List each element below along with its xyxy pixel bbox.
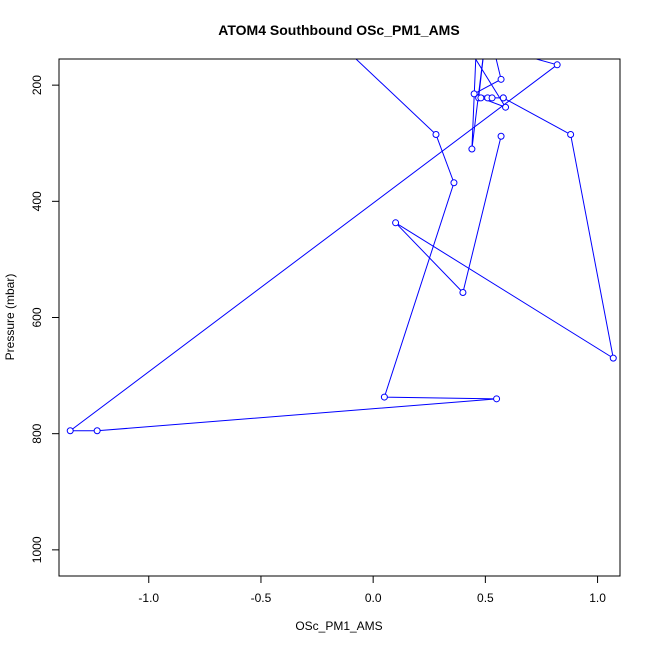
data-point: [66, 427, 74, 435]
data-point: [482, 36, 488, 42]
plot-frame: [58, 58, 621, 577]
data-point: [468, 145, 476, 153]
y-tick-label: 200: [30, 75, 44, 95]
data-point: [567, 131, 575, 139]
data-point: [450, 179, 458, 187]
x-tick-label: -0.5: [251, 591, 272, 605]
data-point: [380, 393, 388, 401]
y-tick-label: 800: [30, 423, 44, 443]
chart-title: ATOM4 Southbound OSc_PM1_AMS: [218, 22, 459, 38]
y-axis-label: Pressure (mbar): [3, 274, 17, 361]
data-point: [473, 41, 479, 47]
data-point: [477, 94, 485, 102]
data-point: [499, 94, 507, 102]
data-point: [93, 427, 101, 435]
data-point: [392, 219, 400, 227]
x-tick-label: 0.0: [365, 591, 382, 605]
data-point: [502, 103, 510, 111]
data-point: [488, 94, 496, 102]
data-point: [470, 90, 478, 98]
data-point: [432, 131, 440, 139]
data-point: [553, 61, 561, 69]
y-tick-label: 1000: [30, 536, 44, 563]
data-point: [487, 30, 493, 36]
data-point: [497, 132, 505, 140]
data-point: [497, 75, 505, 83]
x-axis-label: OSc_PM1_AMS: [295, 619, 382, 633]
data-point: [460, 36, 466, 42]
y-axis: 200 400 600 800 1000: [30, 75, 60, 563]
y-tick-label: 600: [30, 307, 44, 327]
data-point: [459, 289, 467, 297]
series-line: [68, 59, 614, 432]
data-point: [609, 354, 617, 362]
data-point: [493, 395, 501, 403]
y-tick-label: 400: [30, 191, 44, 211]
x-tick-label: 1.0: [589, 591, 606, 605]
x-tick-label: 0.5: [477, 591, 494, 605]
series-layer: [66, 30, 617, 435]
x-tick-label: -1.0: [138, 591, 159, 605]
x-axis: -1.0 -0.5 0.0 0.5 1.0: [138, 575, 606, 605]
